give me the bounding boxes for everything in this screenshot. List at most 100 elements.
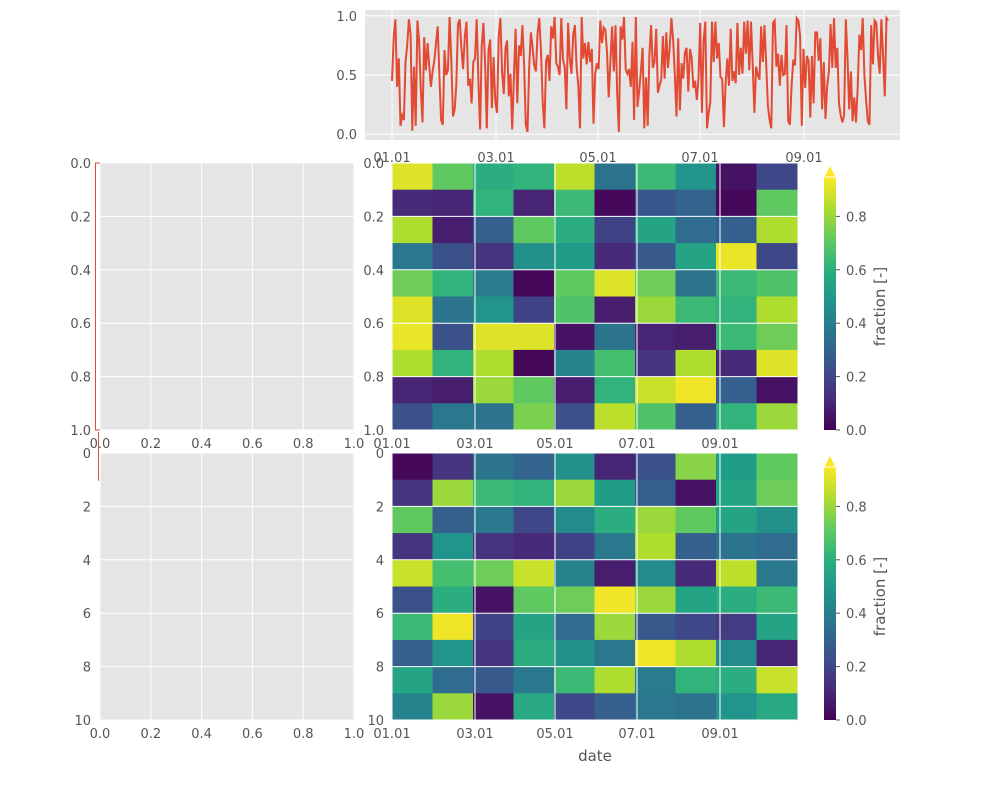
colorbar-tick-label: 0.6: [846, 554, 867, 569]
heatmap-cell: [392, 376, 433, 404]
heatmap-cell: [675, 349, 717, 378]
heatmap-cell: [432, 243, 474, 271]
heatmap-cell: [716, 639, 757, 668]
heatmap-cell: [513, 296, 555, 324]
heatmap-cell: [554, 613, 595, 641]
heatmap-y-tick-label: 0.4: [363, 264, 384, 279]
line-x-tick-label: 03.01: [477, 151, 514, 166]
heatmap-cell: [716, 296, 757, 324]
colorbar-tick-label: 0.8: [846, 210, 867, 225]
heatmap-cell: [513, 533, 555, 561]
heatmap-cell: [432, 296, 474, 324]
empty-axes-y-tick-label: 2: [83, 500, 91, 515]
colorbar-tick-label: 0.4: [846, 607, 867, 622]
heatmap-cell: [513, 479, 555, 507]
heatmap-cell: [513, 349, 555, 378]
heatmap-cell: [716, 559, 757, 587]
empty-axes-y-tick-label: 0.2: [70, 210, 91, 225]
heatmap-1-gridlines: [391, 162, 797, 431]
empty-axes-2-area: [100, 453, 354, 720]
line-x-tick-label: 07.01: [681, 151, 718, 166]
heatmap-cell: [473, 323, 514, 351]
heatmap-cell: [635, 296, 676, 324]
heatmap-cell: [392, 453, 433, 481]
colorbar-extend-arrow: [823, 453, 837, 468]
heatmap-cell: [756, 216, 798, 244]
heatmap-2-y-ticks: 0 2 4 6 8 10: [367, 447, 384, 729]
empty-axes-x-tick-label: 0.8: [293, 727, 314, 742]
heatmap-cell: [675, 163, 717, 191]
heatmap-cell: [594, 376, 636, 404]
heatmap-cell: [554, 216, 595, 244]
heatmap-cell: [756, 613, 798, 641]
heatmap-y-tick-label: 6: [376, 607, 384, 622]
heatmap-cell: [756, 666, 798, 694]
heatmap-cell: [756, 506, 798, 534]
colorbar-label: fraction [-]: [871, 557, 889, 637]
heatmap-x-tick-label: 05.01: [536, 727, 573, 742]
heatmap-y-tick-label: 10: [367, 714, 384, 729]
heatmap-cell: [716, 403, 757, 431]
heatmap-cell: [392, 479, 433, 507]
colorbar-tick-label: 0.2: [846, 661, 867, 676]
heatmap-cell: [756, 533, 798, 561]
heatmap-2-x-axis-label: date: [578, 747, 612, 765]
empty-axes-y-tick-label: 8: [83, 661, 91, 676]
heatmap-cell: [756, 296, 798, 324]
heatmap-1-cells: [392, 163, 798, 431]
empty-axes-x-tick-label: 0.4: [191, 727, 212, 742]
heatmap-cell: [392, 403, 433, 431]
heatmap-x-tick-label: 07.01: [618, 727, 655, 742]
heatmap-cell: [635, 506, 676, 534]
empty-axes-x-tick-label: 0.6: [242, 727, 263, 742]
heatmap-cell: [756, 163, 798, 191]
heatmap-cell: [716, 163, 757, 191]
heatmap-cell: [432, 269, 474, 297]
heatmap-cell: [554, 639, 595, 668]
heatmap-cell: [473, 559, 514, 587]
heatmap-cell: [716, 613, 757, 641]
empty-axes-x-tick-label: 0.6: [242, 437, 263, 452]
heatmap-cell: [635, 453, 676, 481]
heatmap-cell: [432, 163, 474, 191]
heatmap-cell: [392, 323, 433, 351]
heatmap-cell: [716, 506, 757, 534]
heatmap-cell: [513, 403, 555, 431]
heatmap-x-tick-label: 07.01: [618, 437, 655, 452]
heatmap-cell: [392, 613, 433, 641]
heatmap-cell: [716, 349, 757, 378]
heatmap-cell: [473, 666, 514, 694]
heatmap-cell: [513, 666, 555, 694]
line-x-tick-label: 09.01: [785, 151, 822, 166]
heatmap-cell: [432, 403, 474, 431]
heatmap-cell: [554, 533, 595, 561]
empty-axes-2-gridlines: [99, 452, 355, 721]
heatmap-cell: [756, 376, 798, 404]
heatmap-cell: [554, 163, 595, 191]
heatmap-cell: [675, 269, 717, 297]
heatmap-cell: [635, 403, 676, 431]
heatmap-1-y-ticks: 0.0 0.2 0.4 0.6 0.8 1.0: [363, 157, 384, 439]
colorbar-tick-label: 0.0: [846, 714, 867, 729]
heatmap-cell: [716, 323, 757, 351]
heatmap-cell: [716, 243, 757, 271]
empty-axes-x-tick-label: 0.4: [191, 437, 212, 452]
heatmap-2-gridlines: [391, 452, 797, 721]
heatmap-cell: [554, 693, 595, 721]
heatmap-y-tick-label: 2: [376, 500, 384, 515]
heatmap-cell: [635, 479, 676, 507]
heatmap-cell: [635, 586, 676, 614]
heatmap-cell: [554, 296, 595, 324]
heatmap-cell: [675, 586, 717, 614]
heatmap-cell: [554, 189, 595, 217]
heatmap-cell: [756, 269, 798, 297]
heatmap-cell: [392, 666, 433, 694]
empty-axes-y-tick-label: 0.8: [70, 371, 91, 386]
heatmap-cell: [392, 533, 433, 561]
heatmap-cell: [554, 269, 595, 297]
heatmap-cell: [392, 163, 433, 191]
heatmap-cell: [594, 559, 636, 587]
heatmap-cell: [432, 453, 474, 481]
heatmap-cell: [513, 453, 555, 481]
